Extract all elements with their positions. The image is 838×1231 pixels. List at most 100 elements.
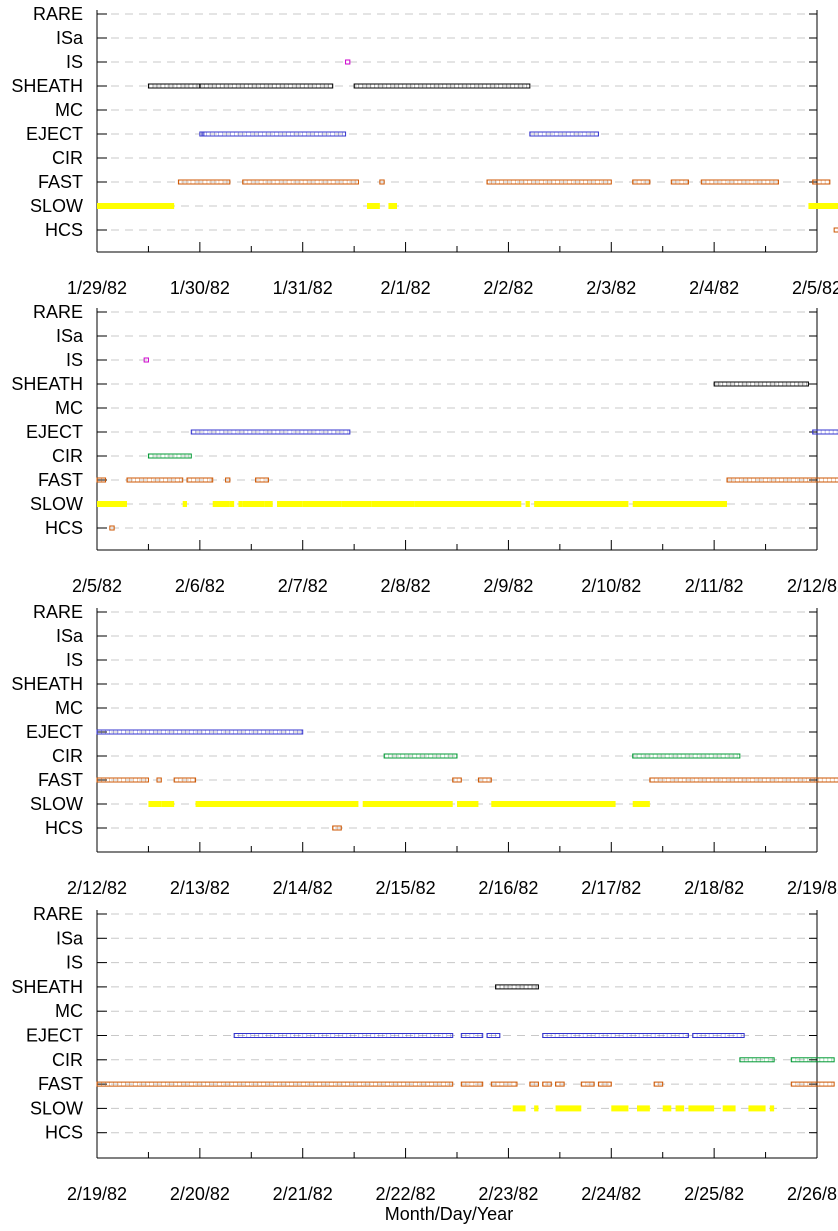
fast-interval-mark bbox=[173, 777, 197, 783]
y-tick-label-hcs: HCS bbox=[45, 818, 83, 838]
fast-interval-mark bbox=[477, 777, 492, 783]
eject-interval-mark bbox=[96, 729, 304, 735]
y-tick-label-mc: MC bbox=[55, 698, 83, 718]
fast-interval-mark bbox=[186, 477, 214, 483]
cir-interval-mark bbox=[147, 453, 192, 459]
y-tick-label-cir: CIR bbox=[52, 746, 83, 766]
cir-interval-mark bbox=[632, 753, 741, 759]
slow-interval-mark bbox=[525, 501, 530, 507]
slow-interval-mark bbox=[512, 1105, 526, 1112]
y-tick-label-fast: FAST bbox=[38, 1074, 83, 1094]
hcs-interval-mark bbox=[109, 525, 115, 531]
x-tick-label: 2/21/82 bbox=[273, 1184, 333, 1204]
x-tick-label: 2/26/82 bbox=[787, 1184, 838, 1204]
eject-interval-mark bbox=[529, 131, 599, 137]
y-tick-label-fast: FAST bbox=[38, 770, 83, 790]
slow-interval-mark bbox=[555, 1105, 582, 1112]
y-tick-label-is: IS bbox=[66, 52, 83, 72]
slow-interval-mark bbox=[229, 501, 235, 507]
x-tick-label: 2/13/82 bbox=[170, 878, 230, 898]
y-tick-label-slow: SLOW bbox=[30, 794, 83, 814]
y-tick-label-cir: CIR bbox=[52, 1050, 83, 1070]
x-tick-label: 2/6/82 bbox=[175, 576, 225, 596]
slow-interval-mark bbox=[675, 1105, 685, 1112]
sheath-interval-mark bbox=[713, 381, 809, 387]
y-tick-label-sheath: SHEATH bbox=[11, 977, 83, 997]
y-tick-label-isa: ISa bbox=[56, 28, 84, 48]
x-tick-label: 2/17/82 bbox=[581, 878, 641, 898]
x-tick-label: 2/24/82 bbox=[581, 1184, 641, 1204]
fast-interval-mark bbox=[670, 179, 689, 185]
x-tick-label: 2/3/82 bbox=[586, 278, 636, 298]
fast-interval-mark bbox=[649, 777, 838, 783]
slow-interval-mark bbox=[371, 501, 415, 507]
y-tick-label-slow: SLOW bbox=[30, 196, 83, 216]
eject-interval-mark bbox=[542, 1033, 689, 1038]
slow-interval-mark bbox=[534, 501, 629, 507]
slow-interval-mark bbox=[242, 501, 265, 507]
slow-interval-mark bbox=[212, 501, 230, 507]
fast-interval-mark bbox=[653, 1081, 664, 1087]
y-tick-label-isa: ISa bbox=[56, 326, 84, 346]
fast-interval-mark bbox=[490, 1081, 518, 1087]
slow-interval-mark bbox=[414, 501, 517, 507]
slow-interval-mark bbox=[769, 1105, 775, 1112]
x-tick-label: 2/4/82 bbox=[689, 278, 739, 298]
fast-interval-mark bbox=[555, 1081, 565, 1087]
slow-interval-mark bbox=[632, 801, 650, 807]
slow-interval-mark bbox=[182, 501, 187, 507]
x-tick-label: 2/7/82 bbox=[278, 576, 328, 596]
fast-interval-mark bbox=[96, 1081, 454, 1087]
y-tick-label-hcs: HCS bbox=[45, 518, 83, 538]
slow-interval-mark bbox=[688, 1105, 715, 1112]
eject-interval-mark bbox=[190, 429, 351, 435]
x-tick-label: 2/10/82 bbox=[581, 576, 641, 596]
eject-interval-mark bbox=[233, 1033, 454, 1038]
y-tick-label-rare: RARE bbox=[33, 602, 83, 622]
fast-interval-mark bbox=[632, 179, 651, 185]
slow-interval-mark bbox=[97, 203, 175, 209]
x-tick-label: 2/19/82 bbox=[787, 878, 838, 898]
fast-interval-mark bbox=[255, 477, 269, 483]
y-tick-label-fast: FAST bbox=[38, 172, 83, 192]
eject-interval-mark bbox=[692, 1033, 745, 1038]
fast-interval-mark bbox=[225, 477, 231, 483]
x-tick-label: 1/29/82 bbox=[67, 278, 127, 298]
slow-interval-mark bbox=[161, 801, 175, 807]
fast-interval-mark bbox=[700, 179, 779, 185]
fast-interval-mark bbox=[379, 179, 385, 185]
fast-interval-mark bbox=[790, 1081, 835, 1087]
x-tick-label: 2/1/82 bbox=[381, 278, 431, 298]
slow-interval-mark bbox=[302, 501, 342, 507]
x-tick-label: 2/12/82 bbox=[787, 576, 838, 596]
fast-interval-mark bbox=[452, 777, 462, 783]
cir-interval-mark bbox=[790, 1057, 835, 1063]
eject-interval-mark bbox=[201, 131, 347, 137]
slow-interval-mark bbox=[148, 801, 162, 807]
slow-interval-mark bbox=[722, 1105, 736, 1112]
y-tick-label-isa: ISa bbox=[56, 928, 84, 948]
y-tick-label-cir: CIR bbox=[52, 446, 83, 466]
slow-interval-mark bbox=[341, 501, 372, 507]
y-tick-label-rare: RARE bbox=[33, 4, 83, 24]
fast-interval-mark bbox=[177, 179, 231, 185]
fast-interval-mark bbox=[460, 1081, 484, 1087]
y-tick-label-sheath: SHEATH bbox=[11, 76, 83, 96]
x-tick-label: 2/5/82 bbox=[72, 576, 122, 596]
slow-interval-mark bbox=[238, 501, 243, 507]
fast-interval-mark bbox=[542, 1081, 552, 1087]
y-tick-label-cir: CIR bbox=[52, 148, 83, 168]
slow-interval-mark bbox=[195, 801, 359, 807]
slow-interval-mark bbox=[457, 801, 479, 807]
x-tick-label: 2/15/82 bbox=[376, 878, 436, 898]
slow-interval-mark bbox=[534, 1105, 539, 1112]
slow-interval-mark bbox=[637, 1105, 650, 1112]
x-tick-label: 2/8/82 bbox=[381, 576, 431, 596]
y-tick-label-hcs: HCS bbox=[45, 220, 83, 240]
sheath-interval-mark bbox=[353, 83, 531, 89]
slow-interval-mark bbox=[748, 1105, 766, 1112]
slow-interval-mark bbox=[611, 1105, 629, 1112]
slow-interval-mark bbox=[367, 203, 380, 209]
